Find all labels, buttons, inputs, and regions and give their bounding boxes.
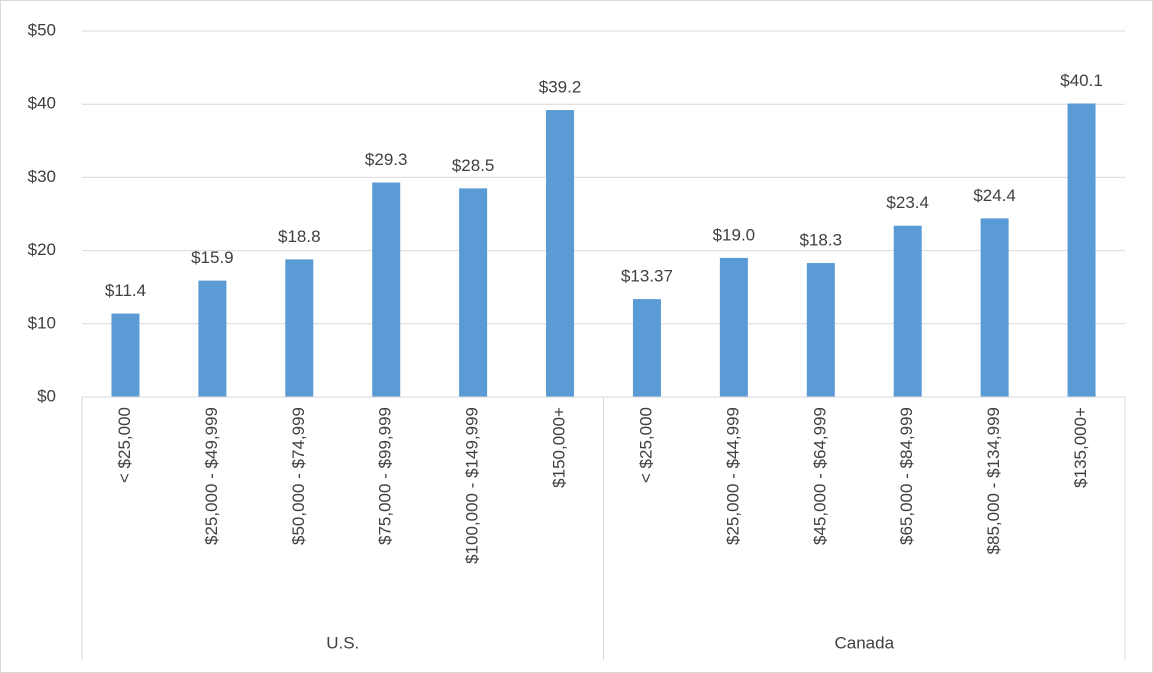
x-tick-label: $50,000 - $74,999 — [289, 407, 308, 545]
bar — [285, 259, 314, 397]
bar — [198, 280, 227, 397]
bar — [546, 110, 575, 397]
y-tick-label: $50 — [28, 20, 56, 39]
y-tick-label: $30 — [28, 167, 56, 186]
x-tick-label: < $25,000 — [636, 407, 655, 483]
x-tick-label: $150,000+ — [550, 407, 569, 488]
y-tick-label: $0 — [37, 386, 56, 405]
x-tick-label: $135,000+ — [1071, 407, 1090, 488]
x-tick-label: $75,000 - $99,999 — [376, 407, 395, 545]
bar — [980, 218, 1009, 397]
y-tick-label: $40 — [28, 94, 56, 113]
group-label: U.S. — [326, 633, 359, 652]
value-label: $39.2 — [539, 78, 582, 97]
x-tick-label: < $25,000 — [115, 407, 134, 483]
value-label: $40.1 — [1060, 71, 1103, 90]
bar — [372, 182, 401, 397]
x-tick-label: $100,000 - $149,999 — [463, 407, 482, 564]
bar — [459, 188, 488, 397]
bar — [806, 263, 835, 397]
bar — [719, 257, 748, 397]
value-label: $23.4 — [886, 193, 929, 212]
bar — [111, 313, 140, 397]
bar — [632, 299, 661, 397]
value-label: $18.8 — [278, 227, 321, 246]
value-label: $13.37 — [621, 267, 673, 286]
value-label: $15.9 — [191, 248, 234, 267]
value-label: $28.5 — [452, 156, 495, 175]
value-label: $11.4 — [105, 281, 146, 300]
group-label: Canada — [834, 633, 894, 652]
y-tick-label: $20 — [28, 240, 56, 259]
bar — [893, 225, 922, 397]
value-label: $18.3 — [800, 231, 843, 250]
value-label: $19.0 — [713, 225, 756, 244]
x-tick-label: $25,000 - $49,999 — [202, 407, 221, 545]
x-tick-label: $85,000 - $134,999 — [984, 407, 1003, 554]
x-tick-label: $65,000 - $84,999 — [897, 407, 916, 545]
value-label: $24.4 — [973, 186, 1016, 205]
x-tick-label: $45,000 - $64,999 — [810, 407, 829, 545]
bar — [1067, 103, 1096, 397]
value-label: $29.3 — [365, 150, 408, 169]
x-tick-label: $25,000 - $44,999 — [723, 407, 742, 545]
y-tick-label: $10 — [28, 313, 56, 332]
